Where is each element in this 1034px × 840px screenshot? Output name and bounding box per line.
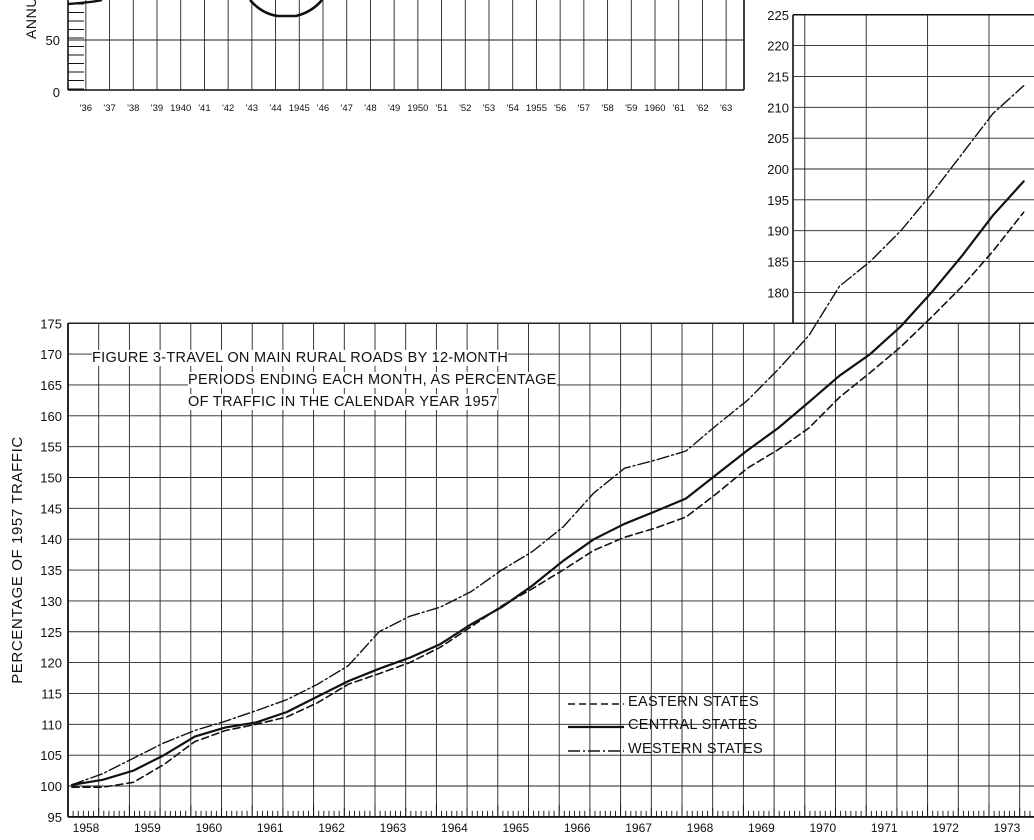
series-layer <box>70 85 1025 788</box>
top-x-tick-label: '56 <box>554 103 566 114</box>
chart-title-line-3: OF TRAFFIC IN THE CALENDAR YEAR 1957 <box>188 394 498 410</box>
top-x-tick-label: '53 <box>483 103 495 114</box>
top-y-axis-label: ANNU <box>23 0 39 39</box>
top-x-tick-label: '38 <box>127 103 139 114</box>
inset-y-tick-label: 190 <box>767 224 789 239</box>
main-y-tick-label: 165 <box>40 378 62 393</box>
top-x-tick-label: 1955 <box>526 103 547 114</box>
main-y-tick-label: 150 <box>40 471 62 486</box>
main-x-tick-label: 1971 <box>871 821 898 835</box>
main-y-tick-label: 130 <box>40 594 62 609</box>
top-y-tick-label: 50 <box>46 33 60 48</box>
inset-upper-panel: 225 220 215 210 205 200 195 190 185 180 <box>767 8 1034 324</box>
top-x-tick-label: 1945 <box>289 103 310 114</box>
legend-swatch-eastern <box>568 703 624 705</box>
top-x-tick-label: '61 <box>673 103 685 114</box>
inset-y-tick-label: 205 <box>767 131 789 146</box>
main-y-tick-label: 120 <box>40 656 62 671</box>
top-x-tick-label: '59 <box>625 103 637 114</box>
top-x-tick-label: 1960 <box>644 103 665 114</box>
top-x-tick-label: '41 <box>198 103 210 114</box>
inset-y-tick-label: 185 <box>767 255 789 270</box>
top-x-tick-label: '46 <box>317 103 329 114</box>
main-x-tick-label: 1968 <box>687 821 714 835</box>
top-x-tick-label: '36 <box>80 103 92 114</box>
main-x-tick-label: 1960 <box>195 821 222 835</box>
legend-item-eastern: EASTERN STATES <box>566 693 796 715</box>
top-x-tick-label: '42 <box>222 103 234 114</box>
main-x-tick-label: 1964 <box>441 821 468 835</box>
top-x-tick-label: '51 <box>435 103 447 114</box>
main-x-tick-label: 1958 <box>73 821 100 835</box>
main-y-tick-label: 105 <box>40 748 62 763</box>
main-y-tick-label: 100 <box>40 779 62 794</box>
legend-label-eastern: EASTERN STATES <box>628 694 759 710</box>
main-x-tick-label: 1963 <box>380 821 407 835</box>
main-x-tick-label: 1972 <box>932 821 959 835</box>
legend-label-western: WESTERN STATES <box>628 741 763 757</box>
main-y-tick-label: 160 <box>40 409 62 424</box>
main-y-tick-label: 135 <box>40 563 62 578</box>
main-y-tick-label: 170 <box>40 347 62 362</box>
top-x-tick-label: 1950 <box>407 103 428 114</box>
top-x-tick-label: '49 <box>388 103 400 114</box>
top-x-tick-label: '54 <box>507 103 519 114</box>
top-x-tick-label: '57 <box>578 103 590 114</box>
chart-title-line-2: PERIODS ENDING EACH MONTH, AS PERCENTAGE <box>188 372 557 388</box>
main-y-axis-label: PERCENTAGE OF 1957 TRAFFIC <box>9 436 26 684</box>
main-x-tick-label: 1966 <box>564 821 591 835</box>
top-x-tick-label: '63 <box>720 103 732 114</box>
main-chart-axes: 175 170 165 160 155 150 145 140 135 130 125 120 115 1… <box>40 316 1034 835</box>
legend-swatch-central <box>568 725 624 729</box>
legend-item-western: WESTERN STATES <box>566 740 796 762</box>
inset-y-tick-label: 225 <box>767 8 789 23</box>
top-x-tick-label: '37 <box>103 103 115 114</box>
main-x-tick-label: 1959 <box>134 821 161 835</box>
series-line-central <box>70 180 1025 786</box>
top-x-tick-label: '44 <box>269 103 281 114</box>
inset-y-tick-label: 195 <box>767 193 789 208</box>
top-series-line-left <box>67 0 103 6</box>
main-x-tick-label: 1965 <box>502 821 529 835</box>
legend-label-central: CENTRAL STATES <box>628 717 758 733</box>
main-y-tick-label: 125 <box>40 625 62 640</box>
top-x-tick-label: '39 <box>151 103 163 114</box>
main-x-tick-label: 1962 <box>318 821 345 835</box>
top-series-line-dip <box>249 0 323 18</box>
inset-y-tick-label: 180 <box>767 285 789 300</box>
main-y-tick-label: 115 <box>41 686 62 701</box>
main-y-tick-label: 140 <box>40 532 62 547</box>
series-line-western <box>71 85 1025 786</box>
main-x-tick-label: 1967 <box>625 821 652 835</box>
main-x-tick-label: 1961 <box>257 821 284 835</box>
top-x-tick-label: '47 <box>341 103 353 114</box>
inset-y-tick-label: 200 <box>767 162 789 177</box>
chart-title-line-1: FIGURE 3-TRAVEL ON MAIN RURAL ROADS BY 1… <box>92 350 509 366</box>
inset-y-tick-label: 215 <box>767 69 789 84</box>
main-x-tick-label: 1973 <box>994 821 1021 835</box>
top-x-tick-label: '58 <box>601 103 613 114</box>
legend-item-central: CENTRAL STATES <box>566 716 796 738</box>
main-y-tick-label: 145 <box>40 501 62 516</box>
chart-title: FIGURE 3-TRAVEL ON MAIN RURAL ROADS BY 1… <box>92 348 602 420</box>
legend-swatch-western <box>568 750 624 752</box>
top-x-tick-label: '52 <box>459 103 471 114</box>
top-x-tick-label: '48 <box>364 103 376 114</box>
main-y-tick-label: 155 <box>40 440 62 455</box>
top-x-tick-label: '43 <box>246 103 258 114</box>
inset-y-tick-label: 210 <box>767 100 789 115</box>
main-y-tick-label: 95 <box>48 810 62 825</box>
top-y-tick-label: 0 <box>53 85 60 100</box>
main-y-tick-label: 110 <box>41 717 62 732</box>
main-x-tick-label: 1969 <box>748 821 775 835</box>
main-x-tick-label: 1970 <box>809 821 836 835</box>
top-chart-fragment: '36 '37 '38 '39 1940 '41 '42 '43 '44 1945 '46 '47 '4… <box>46 0 745 114</box>
main-y-tick-label: 175 <box>40 316 62 331</box>
series-line-eastern <box>71 211 1025 788</box>
inset-y-tick-label: 220 <box>767 39 789 54</box>
top-x-tick-label: '62 <box>696 103 708 114</box>
top-x-tick-label: 1940 <box>170 103 191 114</box>
